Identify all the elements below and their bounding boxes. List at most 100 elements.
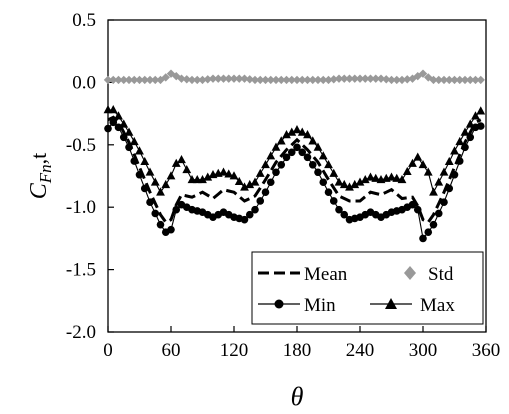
data-point-std [387, 75, 396, 85]
legend-swatch-max-marker [385, 298, 397, 309]
data-point-std [240, 74, 249, 83]
x-tick-label: 180 [283, 340, 312, 361]
legend-label-mean: Mean [304, 264, 348, 285]
data-point-max [329, 168, 339, 177]
data-point-max [271, 142, 281, 151]
data-point-min [298, 148, 307, 157]
data-point-max [429, 187, 438, 196]
data-point-std [114, 75, 123, 85]
data-point-min [135, 170, 144, 179]
data-point-max [203, 172, 213, 181]
data-point-std [455, 75, 464, 85]
x-axis-label: θ [291, 382, 304, 411]
data-point-std [334, 74, 344, 83]
data-point-std [198, 75, 207, 85]
y-tick-label: -1.5 [66, 260, 96, 281]
data-point-min [240, 215, 249, 224]
data-point-std [208, 74, 218, 83]
data-point-max [439, 167, 449, 176]
data-point-min [146, 198, 154, 207]
data-point-std [287, 75, 296, 85]
data-point-max [345, 182, 354, 191]
data-point-min [172, 205, 181, 214]
data-point-max [182, 164, 192, 174]
series-line-mean [107, 115, 482, 225]
data-point-max [292, 125, 302, 134]
data-point-max [255, 168, 265, 177]
data-point-min [434, 209, 443, 218]
data-point-min [424, 228, 433, 236]
data-point-max [371, 173, 381, 182]
data-point-min [251, 205, 259, 214]
data-point-std [177, 74, 186, 83]
data-point-std [303, 75, 312, 85]
data-point-max [282, 130, 291, 139]
data-point-max [476, 106, 486, 115]
data-point-max [276, 136, 286, 145]
data-point-std [245, 75, 254, 84]
data-point-min [408, 200, 417, 209]
data-point-std [361, 74, 370, 83]
data-point-max [114, 111, 123, 120]
data-point-max [140, 156, 150, 166]
data-point-std [471, 75, 480, 85]
data-point-std [156, 75, 165, 85]
data-point-max [240, 182, 249, 191]
series-std [103, 69, 485, 85]
plot-area: 0.5 0.0 -0.5 -1.0 -1.5 -2.0 0 60 120 180 240 300 36… [66, 10, 500, 361]
legend-item-max: Max [370, 295, 455, 316]
data-point-std [277, 75, 286, 85]
data-point-max [360, 174, 370, 184]
legend-item-min: Min [258, 295, 336, 316]
x-tick-label: 240 [346, 340, 375, 361]
y-tick-label: -0.5 [66, 135, 96, 156]
data-point-min [125, 143, 133, 152]
data-point-max [444, 156, 454, 166]
series-mean [107, 115, 482, 225]
data-point-min [167, 225, 175, 234]
data-point-max [219, 167, 228, 176]
data-point-std [145, 75, 155, 85]
data-point-min [413, 205, 422, 214]
data-point-max [250, 177, 260, 186]
y-tick-label: -1.0 [66, 197, 96, 218]
legend-swatch-min-marker [274, 299, 284, 309]
data-point-min [445, 184, 454, 193]
data-point-std [266, 75, 275, 85]
data-point-max [397, 174, 407, 184]
data-point-max [324, 159, 333, 169]
legend-label-std: Std [428, 264, 454, 285]
data-point-std [214, 74, 223, 83]
y-axis-ticks: 0.5 0.0 -0.5 -1.0 -1.5 -2.0 [66, 10, 114, 343]
data-point-std [193, 75, 202, 85]
data-point-max [434, 177, 444, 186]
data-point-std [292, 75, 302, 85]
data-point-std [282, 75, 291, 85]
data-point-max [355, 177, 365, 186]
data-point-min [266, 178, 275, 187]
y-tick-label: 0.5 [72, 10, 96, 31]
data-point-min [308, 160, 317, 169]
data-point-std [130, 75, 139, 85]
data-point-max [413, 152, 423, 161]
data-point-max [297, 127, 307, 136]
data-point-std [203, 75, 212, 84]
data-point-max [313, 142, 323, 151]
data-point-max [161, 179, 171, 189]
data-point-std [313, 75, 323, 85]
data-point-min [455, 157, 464, 165]
data-point-max [119, 119, 129, 128]
data-point-min [104, 124, 112, 133]
legend-label-min: Min [304, 295, 336, 316]
data-point-std [376, 74, 386, 83]
data-point-min [303, 153, 312, 162]
data-point-max [450, 146, 459, 155]
data-point-std [340, 74, 349, 83]
data-point-std [319, 75, 328, 85]
data-point-std [124, 75, 134, 85]
legend-label-max: Max [420, 295, 455, 316]
x-tick-label: 60 [162, 340, 181, 361]
data-point-std [298, 75, 307, 85]
data-point-max [303, 130, 312, 139]
data-point-std [397, 75, 407, 85]
